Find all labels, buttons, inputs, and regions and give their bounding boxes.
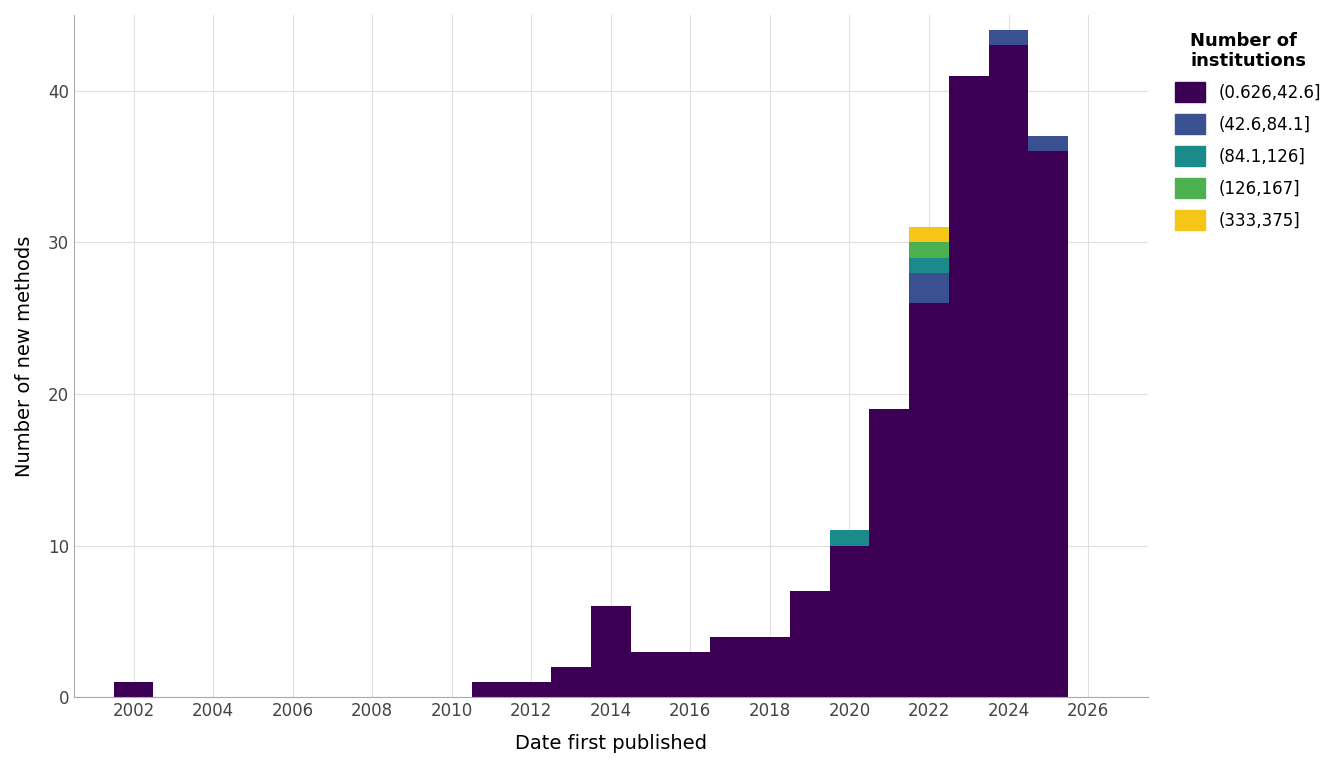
- Bar: [989, 45, 1028, 697]
- Bar: [909, 257, 949, 273]
- Bar: [909, 303, 949, 697]
- Bar: [630, 652, 671, 697]
- Bar: [750, 637, 790, 697]
- X-axis label: Date first published: Date first published: [515, 734, 707, 753]
- Bar: [829, 545, 870, 697]
- Bar: [909, 243, 949, 257]
- Legend: (0.626,42.6], (42.6,84.1], (84.1,126], (126,167], (333,375]: (0.626,42.6], (42.6,84.1], (84.1,126], (…: [1167, 23, 1329, 239]
- Bar: [511, 682, 551, 697]
- Bar: [551, 667, 591, 697]
- Bar: [909, 227, 949, 243]
- Bar: [472, 682, 511, 697]
- Bar: [829, 531, 870, 545]
- Bar: [870, 409, 909, 697]
- Bar: [671, 652, 710, 697]
- Bar: [949, 75, 989, 697]
- Y-axis label: Number of new methods: Number of new methods: [15, 236, 34, 477]
- Bar: [1028, 151, 1068, 697]
- Bar: [591, 606, 630, 697]
- Bar: [909, 273, 949, 303]
- Bar: [710, 637, 750, 697]
- Bar: [790, 591, 829, 697]
- Bar: [989, 30, 1028, 45]
- Bar: [1028, 136, 1068, 151]
- Bar: [114, 682, 153, 697]
